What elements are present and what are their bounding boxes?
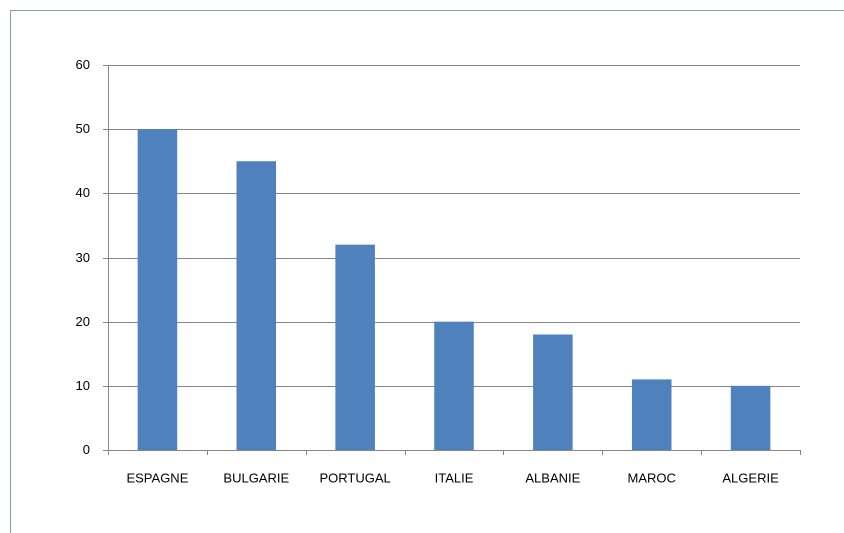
bar — [236, 161, 277, 450]
y-tick-label: 30 — [76, 250, 90, 265]
x-tick-label: ALGERIE — [722, 470, 779, 485]
y-tick-label: 10 — [76, 378, 90, 393]
bar — [533, 334, 573, 450]
bar — [434, 321, 474, 450]
x-tick-label: ESPAGNE — [126, 470, 188, 485]
y-tick-label: 20 — [76, 314, 90, 329]
bar — [730, 385, 771, 450]
bar — [335, 244, 375, 450]
x-tick-label: ALBANIE — [525, 470, 580, 485]
y-tick-label: 40 — [76, 185, 90, 200]
x-tick-label: MAROC — [628, 470, 676, 485]
bar — [631, 379, 672, 450]
x-tick-label: PORTUGAL — [320, 470, 391, 485]
y-tick-label: 60 — [76, 57, 90, 72]
y-tick-label: 0 — [83, 442, 90, 457]
y-tick-label: 50 — [76, 121, 90, 136]
x-tick-label: BULGARIE — [223, 470, 289, 485]
bar — [137, 129, 178, 450]
x-tick-label: ITALIE — [435, 470, 474, 485]
